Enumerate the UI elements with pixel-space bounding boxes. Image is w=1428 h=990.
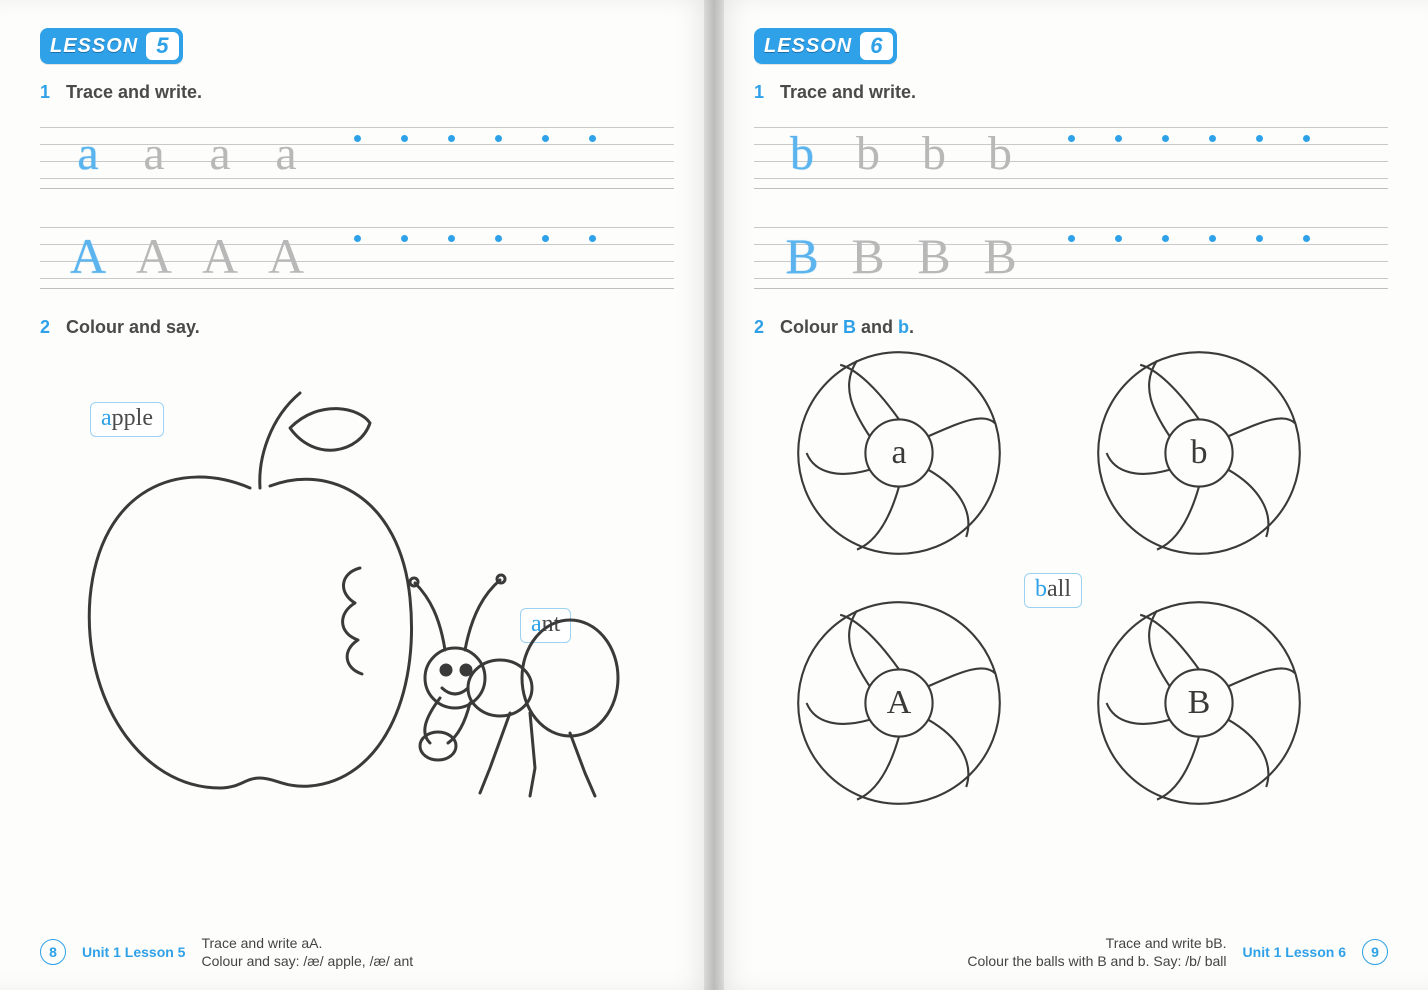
guide-dot: [1303, 235, 1310, 242]
lesson-word: LESSON: [764, 35, 852, 58]
guide-dot: [1209, 235, 1216, 242]
task-number: 1: [40, 82, 54, 103]
task-1: 1 Trace and write.: [754, 82, 1388, 103]
footer-notes: Trace and write bB. Colour the balls wit…: [967, 934, 1226, 970]
trace-letter: b: [774, 130, 830, 178]
guide-dot: [401, 235, 408, 242]
footer-notes: Trace and write aA. Colour and say: /æ/ …: [201, 934, 413, 970]
guide-dot: [354, 135, 361, 142]
word-label-ball: ball: [1024, 573, 1082, 608]
writing-line-lower: a a a a: [40, 117, 674, 187]
guide-dot: [1162, 235, 1169, 242]
trace-letter: b: [906, 130, 962, 178]
guide-dot: [1115, 235, 1122, 242]
unit-ref: Unit 1 Lesson 6: [1243, 944, 1346, 960]
guide-dot: [1162, 135, 1169, 142]
ball-bottom-left: A: [794, 598, 1004, 808]
lesson-badge: LESSON 6: [754, 28, 897, 64]
guide-dot: [589, 135, 596, 142]
trace-letter: a: [60, 130, 116, 178]
book-spine: [704, 0, 724, 990]
ant-icon: [370, 558, 630, 808]
ball-letter: A: [794, 598, 1004, 808]
lesson-badge: LESSON 5: [40, 28, 183, 64]
guide-dot: [1209, 135, 1216, 142]
lesson-word: LESSON: [50, 35, 138, 58]
ball-top-right: b: [1094, 348, 1304, 558]
page-left: LESSON 5 1 Trace and write. a a a a A: [0, 0, 714, 990]
task-1: 1 Trace and write.: [40, 82, 674, 103]
guide-dot: [1068, 135, 1075, 142]
guide-dot: [1256, 235, 1263, 242]
trace-letter: A: [192, 231, 248, 281]
trace-letter: a: [192, 130, 248, 178]
writing-line-lower: b b b b: [754, 117, 1388, 187]
ball-top-left: a: [794, 348, 1004, 558]
guide-dot: [542, 235, 549, 242]
task-number: 2: [40, 317, 54, 338]
task-text: Colour and say.: [66, 317, 200, 338]
task-2: 2 Colour B and b.: [754, 317, 1388, 338]
trace-letter: a: [258, 130, 314, 178]
writing-line-upper: A A A A: [40, 217, 674, 287]
balls-area: ball a b: [754, 348, 1388, 848]
writing-block: b b b b B B B B: [754, 117, 1388, 287]
guide-dot: [354, 235, 361, 242]
trace-letter: b: [840, 130, 896, 178]
trace-letter: b: [972, 130, 1028, 178]
guide-dot: [1068, 235, 1075, 242]
lesson-number: 6: [860, 32, 892, 60]
ball-letter: B: [1094, 598, 1304, 808]
lesson-number: 5: [146, 32, 178, 60]
trace-letter: A: [60, 231, 116, 281]
unit-ref: Unit 1 Lesson 5: [82, 944, 185, 960]
task-number: 2: [754, 317, 768, 338]
task-number: 1: [754, 82, 768, 103]
guide-dot: [448, 135, 455, 142]
trace-letter: B: [972, 231, 1028, 281]
page-right: LESSON 6 1 Trace and write. b b b b B: [714, 0, 1428, 990]
footer: Trace and write bB. Colour the balls wit…: [714, 934, 1428, 970]
ball-letter: b: [1094, 348, 1304, 558]
task-text: Trace and write.: [780, 82, 916, 103]
trace-letter: B: [906, 231, 962, 281]
trace-letter: a: [126, 130, 182, 178]
writing-block: a a a a A A A A: [40, 117, 674, 287]
guide-dot: [401, 135, 408, 142]
guide-dot: [1256, 135, 1263, 142]
ball-bottom-right: B: [1094, 598, 1304, 808]
guide-dot: [495, 135, 502, 142]
trace-letter: B: [774, 231, 830, 281]
ball-letter: a: [794, 348, 1004, 558]
colouring-area: apple ant: [40, 348, 674, 828]
trace-letter: B: [840, 231, 896, 281]
page-number: 9: [1362, 939, 1388, 965]
guide-dot: [542, 135, 549, 142]
page-number: 8: [40, 939, 66, 965]
writing-line-upper: B B B B: [754, 217, 1388, 287]
task-text: Colour B and b.: [780, 317, 914, 338]
guide-dot: [1303, 135, 1310, 142]
guide-dot: [1115, 135, 1122, 142]
guide-dot: [589, 235, 596, 242]
guide-dot: [495, 235, 502, 242]
task-text: Trace and write.: [66, 82, 202, 103]
trace-letter: A: [126, 231, 182, 281]
footer: 8 Unit 1 Lesson 5 Trace and write aA. Co…: [0, 934, 714, 970]
guide-dot: [448, 235, 455, 242]
trace-letter: A: [258, 231, 314, 281]
task-2: 2 Colour and say.: [40, 317, 674, 338]
